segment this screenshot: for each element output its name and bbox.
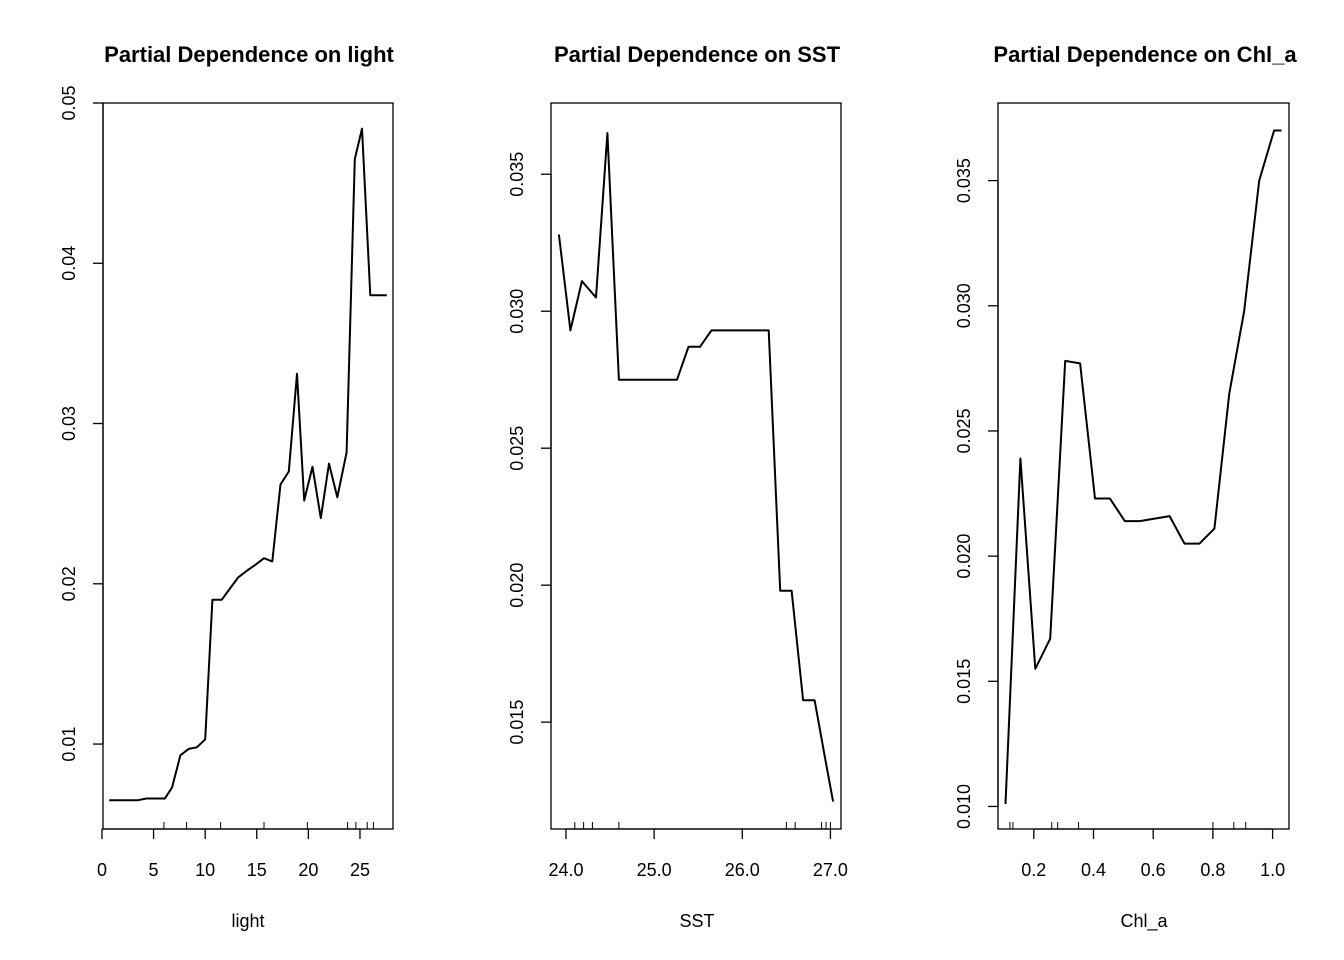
x-tick-label: 5 <box>149 860 159 880</box>
y-tick-label: 0.02 <box>59 566 79 601</box>
y-tick-label: 0.020 <box>954 534 974 579</box>
x-tick-label: 0.2 <box>1021 860 1046 880</box>
x-axis-label: SST <box>679 911 714 931</box>
series-line <box>1004 129 1282 805</box>
y-tick-label: 0.05 <box>59 85 79 120</box>
y-tick-label: 0.025 <box>507 426 527 471</box>
y-tick-label: 0.020 <box>507 563 527 608</box>
chart-title: Partial Dependence on Chl_a <box>993 42 1297 67</box>
panel-sst: Partial Dependence on SST 24.0 25.0 26.0 27… <box>507 42 848 931</box>
y-tick-label: 0.015 <box>507 700 527 745</box>
x-tick-label: 26.0 <box>725 860 760 880</box>
x-tick-label: 24.0 <box>548 860 583 880</box>
rug-marks <box>1009 822 1247 829</box>
panel-chl-a: Partial Dependence on Chl_a 0.2 0.4 0.6 0.8… <box>954 42 1297 932</box>
y-tick-label: 0.04 <box>59 246 79 281</box>
y-tick-label: 0.015 <box>954 659 974 704</box>
x-tick-label: 20 <box>298 860 318 880</box>
x-tick-label: 0 <box>97 860 107 880</box>
y-tick-label: 0.030 <box>954 283 974 328</box>
x-tick-label: 1.0 <box>1260 860 1285 880</box>
y-tick-label: 0.035 <box>507 152 527 197</box>
chart-title: Partial Dependence on light <box>104 42 394 67</box>
plot-frame <box>997 102 1290 830</box>
y-tick-label: 0.03 <box>59 406 79 441</box>
x-tick-label: 27.0 <box>813 860 848 880</box>
x-tick-label: 15 <box>247 860 267 880</box>
y-tick-label: 0.030 <box>507 289 527 334</box>
y-tick-label: 0.01 <box>59 727 79 762</box>
plot-frame <box>102 102 394 830</box>
y-tick-label: 0.035 <box>954 158 974 203</box>
x-tick-label: 0.6 <box>1141 860 1166 880</box>
x-tick-label: 25.0 <box>637 860 672 880</box>
series-line <box>109 127 387 802</box>
axis-ticks: 24.0 25.0 26.0 27.0 0.015 0.020 0.025 0.030 0.03… <box>507 152 848 880</box>
x-axis-label: light <box>231 911 264 931</box>
series-line <box>557 132 835 802</box>
rug-marks <box>163 822 374 829</box>
x-tick-label: 0.4 <box>1081 860 1106 880</box>
x-tick-label: 10 <box>195 860 215 880</box>
chart-title: Partial Dependence on SST <box>554 42 841 67</box>
x-tick-label: 0.8 <box>1200 860 1225 880</box>
y-tick-label: 0.010 <box>954 784 974 829</box>
x-axis-label: Chl_a <box>1120 911 1168 932</box>
x-tick-label: 25 <box>350 860 370 880</box>
axis-ticks: 0 5 10 15 20 25 0.01 0.02 0.03 0.04 0.05 <box>59 85 370 880</box>
axis-ticks: 0.2 0.4 0.6 0.8 1.0 0.010 0.015 0.020 0.025 0.030… <box>954 158 1285 880</box>
panel-light: Partial Dependence on light 0 5 10 15 20 25 0.… <box>59 42 395 931</box>
y-tick-label: 0.025 <box>954 408 974 453</box>
plot-frame <box>550 102 842 830</box>
rug-marks <box>574 822 831 829</box>
